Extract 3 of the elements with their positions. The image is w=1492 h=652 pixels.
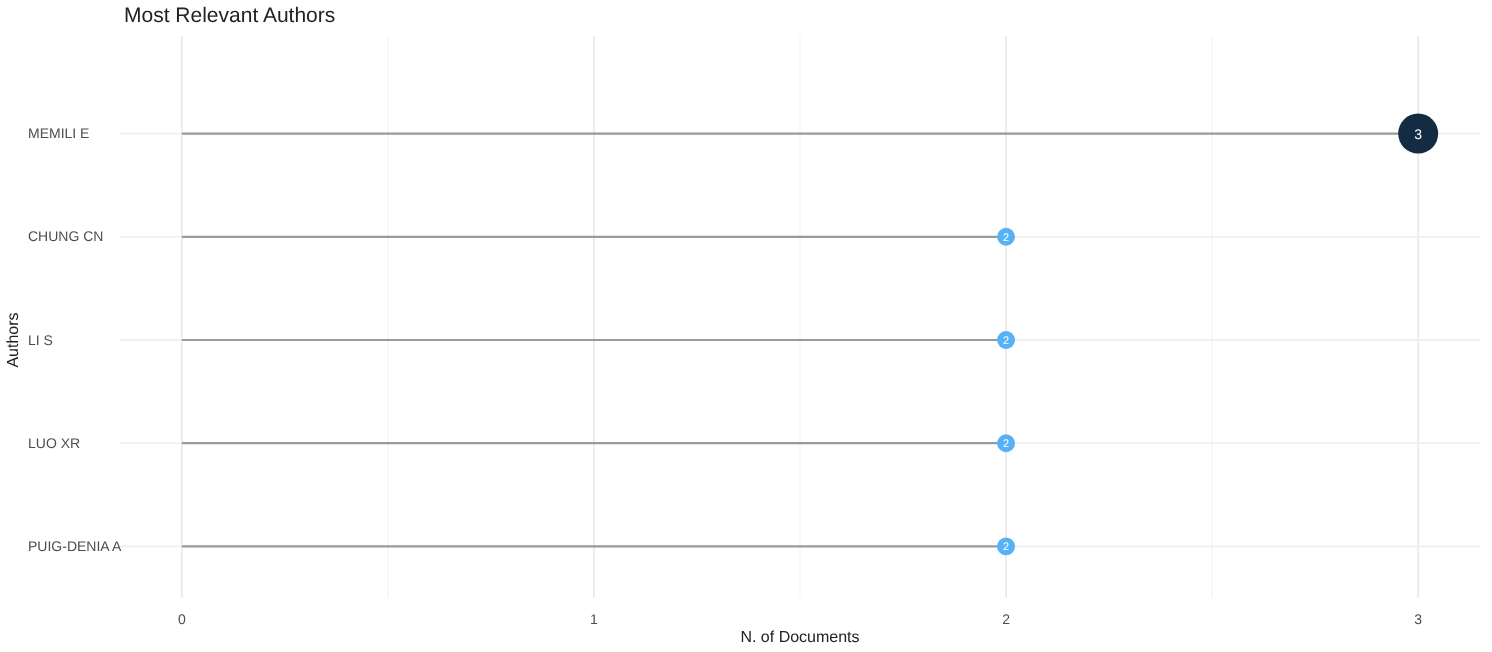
x-axis-title: N. of Documents <box>740 628 860 646</box>
chart-title: Most Relevant Authors <box>124 4 336 28</box>
y-axis-title: Authors <box>4 312 22 368</box>
